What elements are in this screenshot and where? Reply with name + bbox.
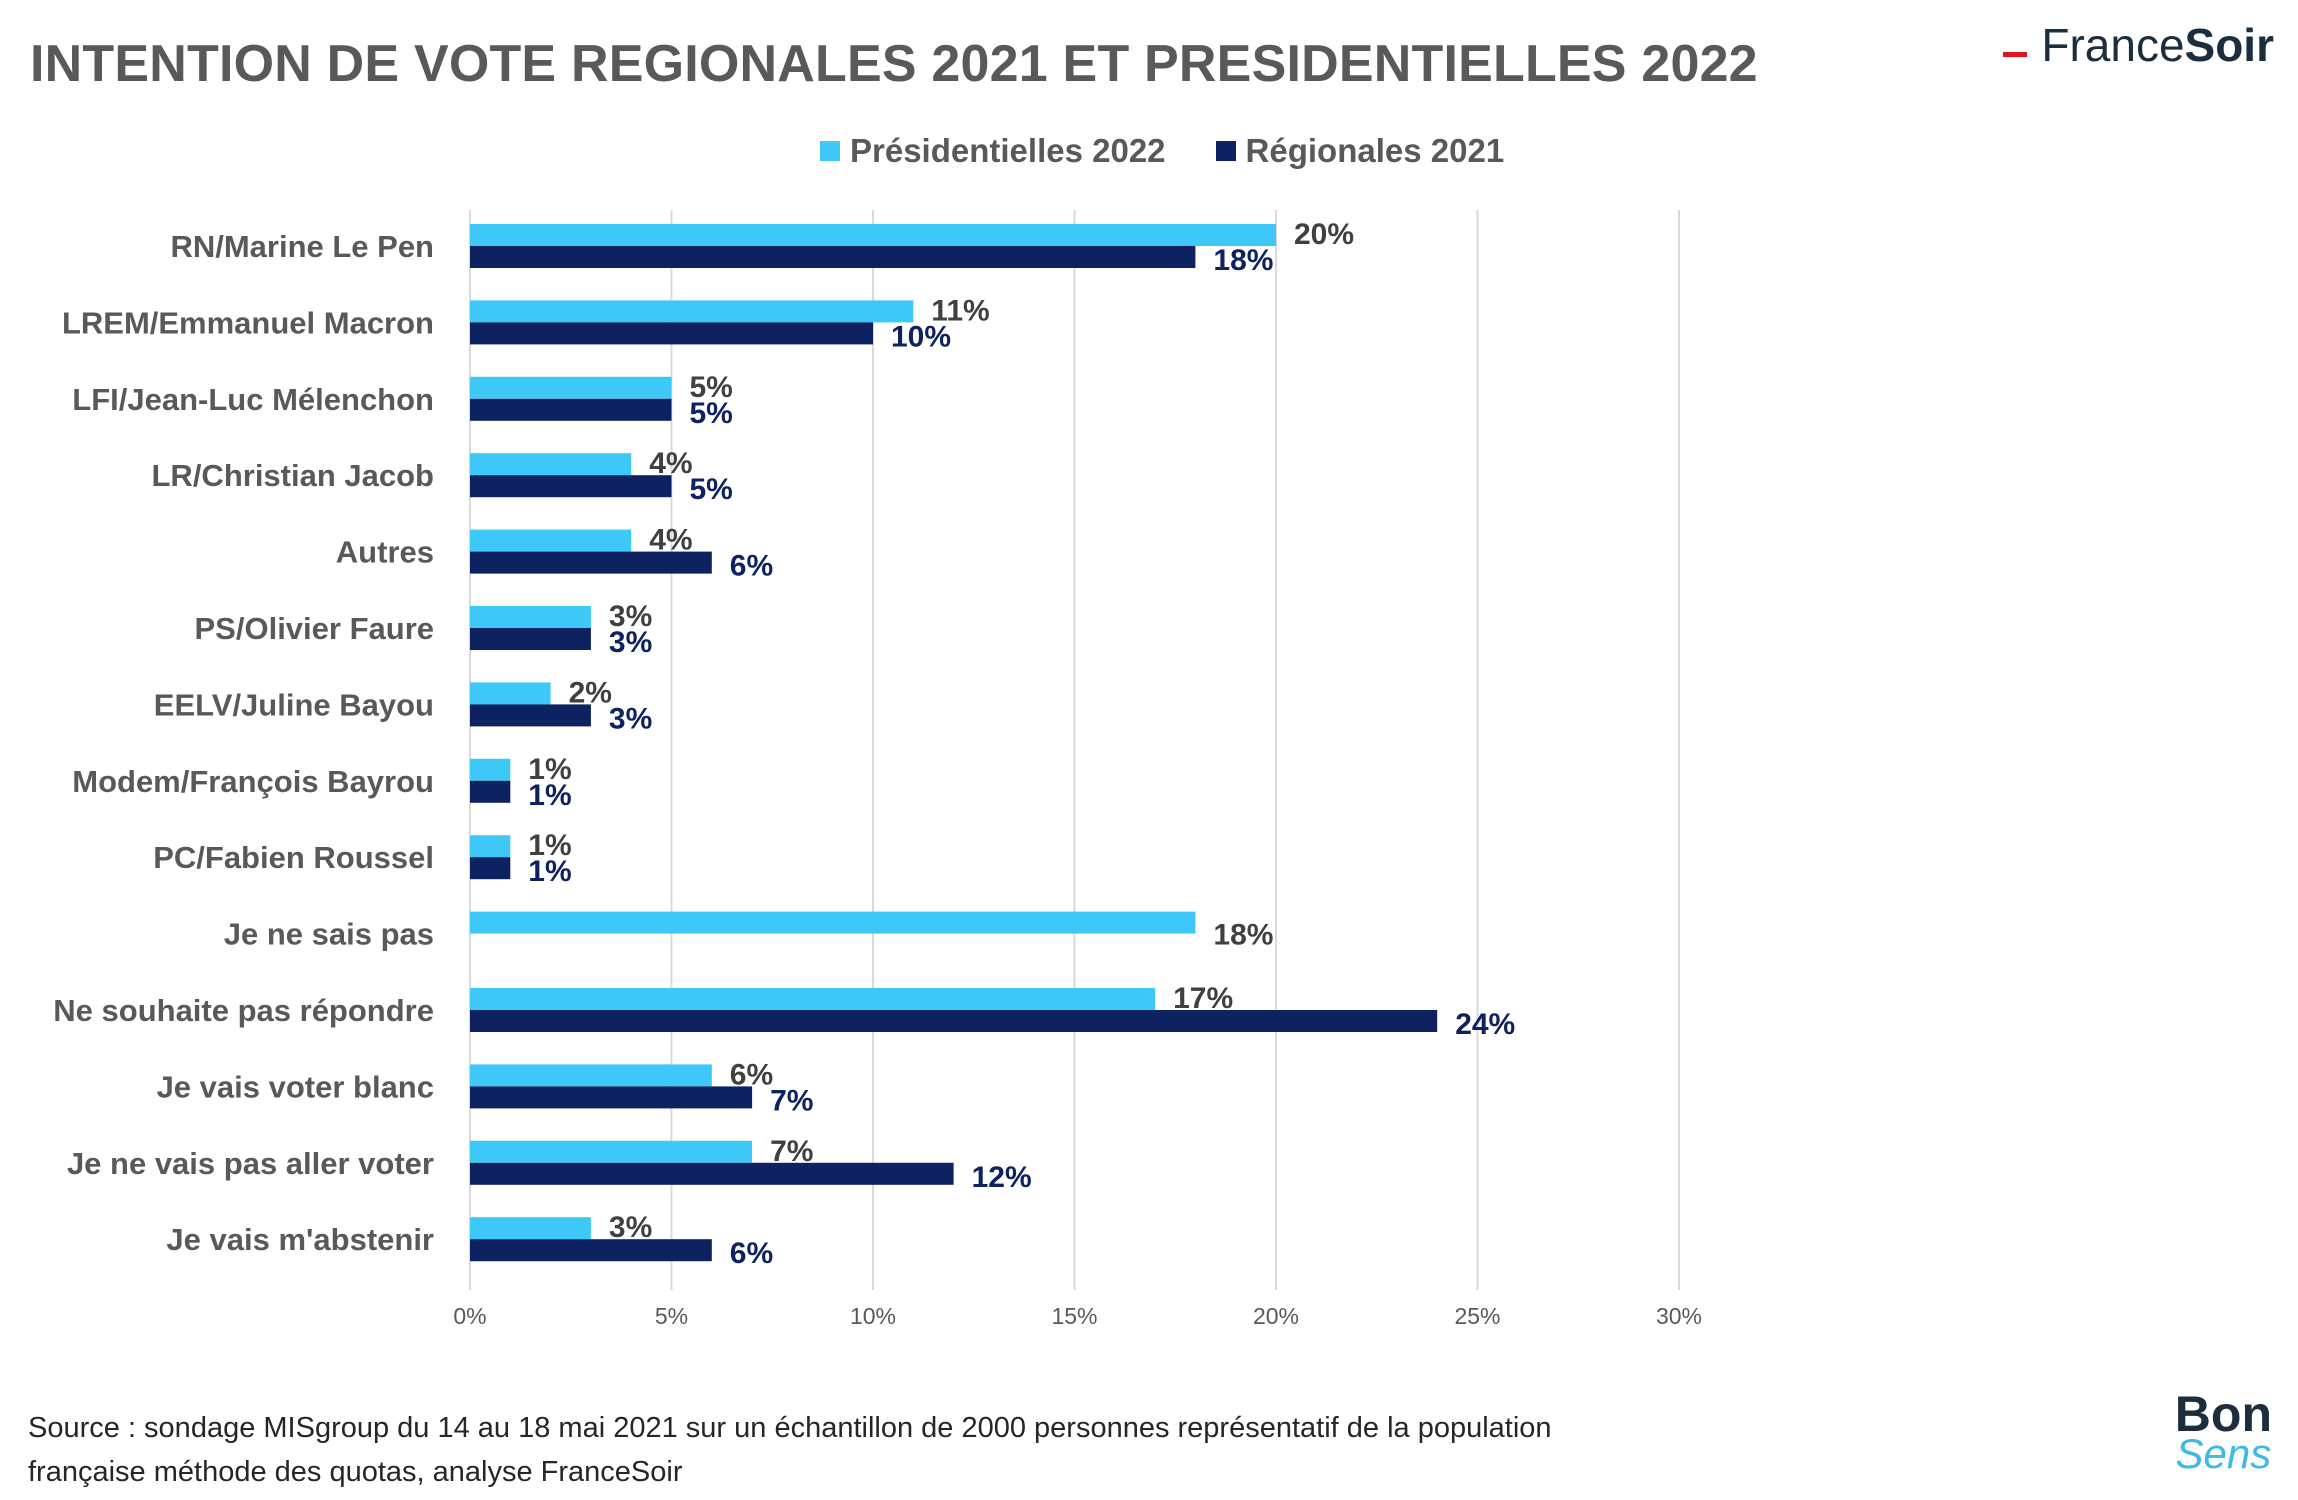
category-label-2: LFI/Jean-Luc Mélenchon — [72, 382, 434, 417]
data-label-regionales-3: 5% — [690, 473, 733, 506]
data-label-presidentielles-5: 3% — [609, 600, 652, 633]
data-label-presidentielles-6: 2% — [569, 676, 612, 709]
chart-title: INTENTION DE VOTE REGIONALES 2021 ET PRE… — [30, 35, 1758, 93]
bar-presidentielles-5 — [470, 606, 591, 628]
bar-presidentielles-8 — [470, 835, 511, 858]
category-label-8: PC/Fabien Roussel — [153, 840, 434, 875]
bar-regionales-8 — [470, 857, 511, 880]
bar-presidentielles-13 — [470, 1217, 591, 1240]
x-tick-label-6: 30% — [1656, 1303, 1702, 1329]
source-line-2: française méthode des quotas, analyse Fr… — [28, 1456, 683, 1488]
bar-presidentielles-0 — [470, 224, 1276, 246]
category-label-4: Autres — [336, 535, 434, 570]
francesoir-logo: France Soir — [2003, 18, 2274, 72]
bar-regionales-1 — [470, 322, 873, 345]
data-label-regionales-1: 10% — [891, 320, 951, 353]
category-label-3: LR/Christian Jacob — [152, 458, 435, 493]
data-label-regionales-0: 18% — [1213, 244, 1273, 277]
category-label-7: Modem/François Bayrou — [72, 764, 434, 799]
bar-regionales-11 — [470, 1086, 753, 1109]
category-label-1: LREM/Emmanuel Macron — [62, 305, 434, 340]
data-label-presidentielles-3: 4% — [649, 447, 692, 480]
logo-text-soir: Soir — [2184, 19, 2274, 71]
x-tick-label-5: 25% — [1454, 1303, 1500, 1329]
bar-presidentielles-2 — [470, 376, 672, 399]
bar-chart: 0% 5% 10% 15% 20% 25% 30% RN/Marine Le Pen 20% 18… — [53, 210, 1702, 1329]
data-label-presidentielles-13: 3% — [609, 1211, 652, 1244]
legend-swatch-regionales — [1215, 141, 1236, 161]
data-label-presidentielles-12: 7% — [770, 1135, 813, 1168]
legend-label-presidentielles: Présidentielles 2022 — [850, 132, 1166, 169]
bar-regionales-5 — [470, 628, 591, 650]
bar-presidentielles-6 — [470, 682, 551, 705]
data-label-presidentielles-10: 17% — [1173, 982, 1233, 1015]
bar-regionales-6 — [470, 704, 591, 727]
bar-presidentielles-10 — [470, 988, 1156, 1010]
logo-red-dash — [2003, 51, 2028, 57]
bar-presidentielles-12 — [470, 1140, 753, 1163]
x-tick-label-0: 0% — [453, 1303, 486, 1329]
bar-presidentielles-7 — [470, 758, 511, 781]
data-label-regionales-2: 5% — [690, 397, 733, 430]
bar-regionales-2 — [470, 398, 672, 421]
data-label-regionales-8: 1% — [528, 855, 571, 888]
data-label-presidentielles-7: 1% — [528, 753, 571, 786]
data-label-presidentielles-9: 18% — [1213, 919, 1273, 952]
category-label-5: PS/Olivier Faure — [195, 611, 435, 646]
source-line-1: Source : sondage MISgroup du 14 au 18 ma… — [28, 1412, 1552, 1444]
bar-presidentielles-9 — [470, 911, 1196, 934]
data-label-regionales-12: 12% — [972, 1161, 1032, 1194]
data-label-presidentielles-0: 20% — [1294, 218, 1354, 251]
x-tick-label-2: 10% — [850, 1303, 896, 1329]
category-label-6: EELV/Juline Bayou — [154, 687, 434, 722]
chart-legend: Présidentielles 2022 Régionales 2021 — [820, 132, 1504, 170]
category-label-9: Je ne sais pas — [224, 917, 434, 952]
source-note: Source : sondage MISgroup du 14 au 18 ma… — [28, 1406, 1828, 1494]
x-tick-label-3: 15% — [1051, 1303, 1097, 1329]
data-label-presidentielles-4: 4% — [649, 524, 692, 557]
data-label-regionales-13: 6% — [730, 1237, 773, 1270]
data-label-presidentielles-2: 5% — [690, 371, 733, 404]
legend-swatch-presidentielles — [820, 141, 840, 161]
bar-regionales-4 — [470, 551, 712, 574]
bar-regionales-10 — [470, 1010, 1438, 1032]
category-label-10: Ne souhaite pas répondre — [53, 993, 434, 1028]
data-label-presidentielles-8: 1% — [528, 829, 571, 862]
data-label-regionales-7: 1% — [528, 779, 571, 812]
category-label-12: Je ne vais pas aller voter — [67, 1146, 434, 1181]
bar-regionales-13 — [470, 1239, 712, 1262]
bonsens-logo: Bon Sens — [2174, 1386, 2272, 1477]
data-label-regionales-5: 3% — [609, 626, 652, 659]
data-label-presidentielles-11: 6% — [730, 1058, 773, 1091]
data-label-regionales-11: 7% — [770, 1084, 813, 1117]
bonsens-logo-bottom: Sens — [2175, 1430, 2272, 1477]
data-label-presidentielles-1: 11% — [931, 294, 989, 327]
bonsens-logo-top: Bon — [2174, 1386, 2272, 1442]
x-tick-label-1: 5% — [655, 1303, 688, 1329]
data-label-regionales-6: 3% — [609, 702, 652, 735]
bar-presidentielles-4 — [470, 529, 632, 552]
logo-text-france: France — [2041, 19, 2185, 71]
bar-presidentielles-3 — [470, 453, 632, 476]
x-tick-label-4: 20% — [1253, 1303, 1299, 1329]
category-label-11: Je vais voter blanc — [157, 1069, 434, 1104]
category-label-0: RN/Marine Le Pen — [170, 229, 434, 264]
bar-regionales-12 — [470, 1162, 954, 1185]
legend-label-regionales: Régionales 2021 — [1245, 132, 1505, 169]
bar-regionales-3 — [470, 475, 672, 498]
data-label-regionales-10: 24% — [1455, 1008, 1515, 1041]
category-label-13: Je vais m'abstenir — [166, 1222, 434, 1257]
bar-regionales-0 — [470, 246, 1196, 268]
legend-item-regionales: Régionales 2021 — [1215, 132, 1505, 170]
bar-presidentielles-1 — [470, 300, 914, 323]
legend-item-presidentielles: Présidentielles 2022 — [820, 132, 1166, 170]
bar-presidentielles-11 — [470, 1064, 712, 1087]
data-label-regionales-4: 6% — [730, 550, 773, 583]
bar-regionales-7 — [470, 780, 511, 803]
